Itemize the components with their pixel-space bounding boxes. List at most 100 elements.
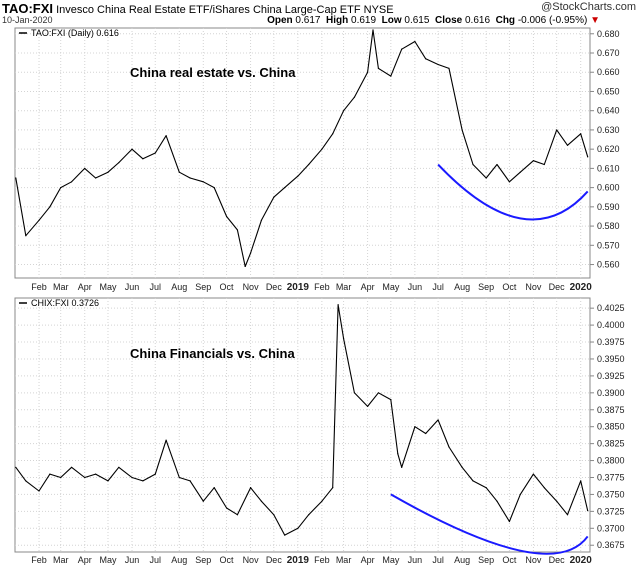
data-point (107, 480, 109, 482)
data-point (249, 487, 252, 489)
open-value: 0.617 (295, 15, 321, 26)
data-point (472, 480, 474, 482)
y-tick-label: 0.600 (597, 183, 620, 193)
y-tick-label: 0.3925 (597, 371, 625, 381)
data-point (249, 252, 252, 254)
x-tick-label: Jun (125, 555, 140, 565)
x-tick-label: Sep (195, 555, 211, 565)
data-point (189, 177, 191, 179)
data-point (519, 171, 521, 173)
x-tick-label: Jun (408, 555, 423, 565)
x-tick-label: Mar (53, 555, 69, 565)
data-point (580, 133, 582, 135)
y-tick-label: 0.3675 (597, 540, 625, 550)
y-tick-label: 0.610 (597, 163, 620, 173)
x-tick-label: May (99, 282, 117, 292)
date-label: 10-Jan-2020 (2, 15, 53, 25)
data-point (49, 206, 51, 208)
y-tick-label: 0.3875 (597, 405, 625, 415)
data-point (225, 507, 228, 509)
low-label: Low (381, 15, 402, 26)
data-point (448, 446, 450, 448)
plot-frame (14, 297, 591, 553)
data-point (273, 196, 275, 198)
y-tick-label: 0.4000 (597, 320, 625, 330)
data-point (202, 181, 204, 183)
data-point (401, 466, 403, 468)
chart-panel-2: 0.3675 0.3700 0.3725 0.3750 0.3775 0.3800 0.38… (14, 297, 625, 566)
data-point (448, 67, 450, 69)
data-point (236, 514, 239, 516)
x-tick-label: Feb (314, 555, 330, 565)
plot-frame (14, 27, 591, 279)
data-point (321, 500, 323, 502)
data-point (566, 514, 569, 516)
y-tick-label: 0.3700 (597, 523, 625, 533)
data-point (508, 181, 511, 183)
data-point (425, 432, 427, 435)
x-tick-label: Feb (31, 555, 47, 565)
x-tick-label: Oct (502, 282, 517, 292)
x-tick-label: Apr (361, 282, 375, 292)
data-point (496, 500, 498, 502)
data-point (244, 265, 246, 268)
x-tick-label: Sep (478, 282, 494, 292)
x-tick-label: Nov (525, 555, 542, 565)
data-point (60, 187, 62, 189)
data-point (414, 426, 416, 428)
x-tick-label: Jul (150, 555, 162, 565)
y-tick-label: 0.590 (597, 202, 620, 212)
y-tick-label: 0.3850 (597, 422, 625, 432)
x-tick-label: Dec (549, 555, 566, 565)
data-point (94, 177, 97, 179)
price-ratio-line (15, 304, 589, 536)
data-point (225, 215, 228, 218)
y-tick-label: 0.3825 (597, 439, 625, 449)
x-tick-label: Feb (314, 282, 330, 292)
chart-annotation: China Financials vs. China (130, 346, 295, 361)
y-tick-label: 0.630 (597, 125, 620, 135)
x-tick-label: Oct (502, 555, 517, 565)
data-point (260, 500, 263, 502)
x-tick-label: Oct (220, 282, 235, 292)
x-tick-label: 2020 (570, 555, 593, 566)
x-tick-label: Jun (408, 282, 423, 292)
x-tick-label: Nov (525, 282, 542, 292)
y-tick-label: 0.4025 (597, 303, 625, 313)
x-tick-label: Dec (266, 282, 283, 292)
data-point (519, 493, 521, 496)
y-tick-label: 0.570 (597, 240, 620, 250)
data-point (543, 487, 545, 489)
data-point (425, 58, 427, 60)
data-point (414, 40, 416, 43)
x-tick-label: Mar (336, 555, 352, 565)
data-point (213, 487, 215, 489)
data-point (372, 29, 374, 31)
x-tick-label: May (382, 555, 400, 565)
data-point (543, 163, 545, 166)
data-point (165, 135, 167, 137)
chg-value: -0.006 (-0.95%) (517, 15, 588, 26)
y-tick-label: 0.680 (597, 29, 620, 39)
x-tick-label: Sep (195, 282, 211, 292)
data-point (70, 181, 73, 183)
data-point (273, 514, 275, 516)
x-tick-label: Jul (432, 555, 444, 565)
x-tick-label: Jul (150, 282, 162, 292)
data-point (38, 490, 40, 492)
x-tick-label: Apr (361, 555, 375, 565)
data-point (377, 67, 380, 69)
data-point (461, 129, 463, 131)
data-point (94, 473, 97, 475)
data-point (15, 466, 17, 468)
data-point (332, 133, 334, 135)
x-tick-label: May (382, 282, 400, 292)
data-point (532, 473, 535, 475)
x-tick-label: Nov (243, 282, 260, 292)
data-point (118, 162, 120, 164)
data-point (131, 148, 133, 150)
x-tick-label: Aug (171, 282, 187, 292)
data-point (556, 500, 558, 502)
data-point (587, 510, 589, 512)
